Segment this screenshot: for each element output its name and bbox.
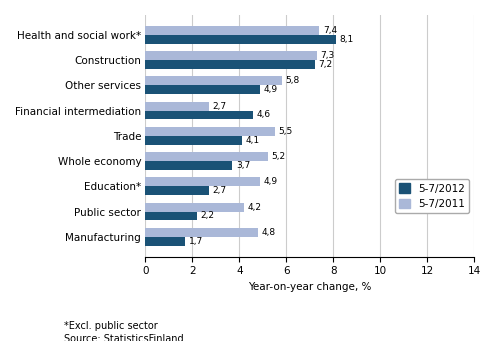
Bar <box>145 60 314 69</box>
Text: 8,1: 8,1 <box>339 35 354 44</box>
Text: 4,2: 4,2 <box>248 203 261 212</box>
Bar <box>145 136 242 145</box>
Text: 2,7: 2,7 <box>212 102 226 110</box>
Text: 4,6: 4,6 <box>257 110 271 119</box>
Bar <box>145 35 336 44</box>
Text: 4,9: 4,9 <box>264 85 278 94</box>
X-axis label: Year-on-year change, %: Year-on-year change, % <box>248 282 372 292</box>
Bar <box>145 127 275 136</box>
Text: 4,1: 4,1 <box>245 136 259 145</box>
Bar <box>145 102 209 110</box>
Bar <box>145 203 244 211</box>
Bar <box>145 177 260 186</box>
Text: 7,2: 7,2 <box>318 60 332 69</box>
Bar <box>145 76 282 85</box>
Text: 3,7: 3,7 <box>236 161 250 170</box>
Text: 2,7: 2,7 <box>212 186 226 195</box>
Bar <box>145 85 260 94</box>
Text: 2,2: 2,2 <box>200 211 215 221</box>
Text: 1,7: 1,7 <box>189 237 203 246</box>
Text: 7,4: 7,4 <box>323 26 337 35</box>
Bar <box>145 237 185 246</box>
Bar <box>145 110 253 119</box>
Bar <box>145 161 232 170</box>
Legend: 5-7/2012, 5-7/2011: 5-7/2012, 5-7/2011 <box>395 179 469 213</box>
Text: 4,9: 4,9 <box>264 177 278 187</box>
Bar <box>145 186 209 195</box>
Text: 5,8: 5,8 <box>285 76 300 85</box>
Text: *Excl. public sector: *Excl. public sector <box>64 321 158 330</box>
Text: 7,3: 7,3 <box>320 51 335 60</box>
Text: 5,5: 5,5 <box>278 127 292 136</box>
Text: 5,2: 5,2 <box>271 152 285 161</box>
Bar <box>145 228 258 237</box>
Bar <box>145 51 317 60</box>
Bar <box>145 211 197 220</box>
Bar <box>145 26 319 35</box>
Bar <box>145 152 267 161</box>
Text: Source: StatisticsFinland: Source: StatisticsFinland <box>64 334 184 341</box>
Text: 4,8: 4,8 <box>262 228 276 237</box>
